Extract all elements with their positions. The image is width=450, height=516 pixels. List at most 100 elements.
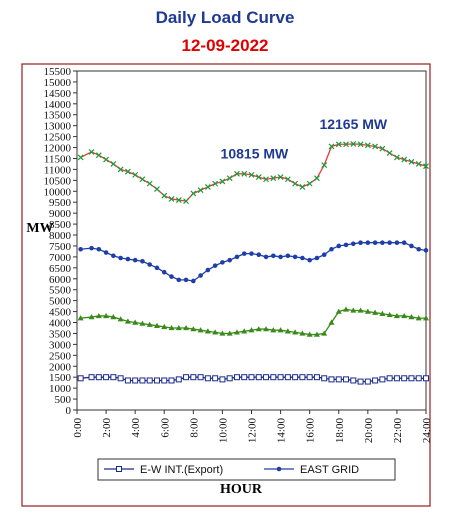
data-point [393, 154, 400, 161]
data-point [146, 321, 153, 327]
data-point [255, 174, 262, 180]
marker-stroke [350, 141, 357, 147]
marker-stroke [263, 176, 269, 183]
x-tick-label: 2:00 [101, 418, 113, 438]
data-point [314, 175, 320, 182]
y-tick-label: 6000 [49, 274, 72, 286]
data-point [313, 374, 320, 381]
data-point [175, 376, 182, 383]
data-point [219, 330, 226, 336]
y-tick-label: 14500 [44, 88, 72, 100]
data-point [350, 141, 357, 147]
y-axis-label: MW [26, 221, 53, 236]
data-point [306, 331, 313, 337]
data-point [255, 326, 262, 332]
legend-marker [276, 466, 282, 472]
data-point [161, 323, 168, 330]
annotations: 10815 MW 12165 MW [221, 116, 388, 162]
data-point [117, 166, 124, 173]
data-point [77, 375, 84, 382]
marker-stroke [139, 176, 146, 183]
data-point [124, 318, 131, 324]
x-tick-label: 16:00 [305, 418, 317, 444]
data-point [299, 183, 306, 190]
data-point [77, 154, 84, 161]
data-point [336, 243, 342, 249]
marker-stroke [110, 161, 117, 167]
data-point [117, 316, 124, 322]
data-point [277, 374, 284, 381]
x-tick-label: 18:00 [334, 418, 346, 444]
data-point [175, 197, 182, 203]
y-tick-label: 8500 [49, 219, 72, 231]
data-point [110, 161, 117, 167]
data-point [124, 168, 131, 175]
y-tick-label: 7000 [49, 252, 72, 264]
marker-stroke [364, 142, 371, 149]
marker-stroke [124, 168, 131, 175]
y-tick-label: 4000 [49, 318, 72, 330]
data-point [233, 329, 240, 335]
data-point [284, 176, 291, 183]
data-point [125, 256, 131, 262]
data-point [357, 378, 364, 385]
data-point [95, 152, 102, 159]
y-tick-label: 5000 [49, 296, 72, 308]
data-point [408, 375, 415, 382]
y-tick-label: 500 [55, 394, 72, 406]
data-point [212, 375, 219, 382]
marker-stroke [343, 141, 349, 148]
data-point [292, 374, 299, 381]
data-point [364, 378, 371, 385]
data-point [256, 252, 262, 258]
data-point [139, 377, 146, 384]
marker-stroke [248, 171, 255, 178]
data-point [220, 260, 225, 265]
data-point [270, 175, 277, 182]
data-point [168, 377, 175, 384]
data-point [103, 374, 110, 381]
data-point [408, 314, 415, 320]
marker-stroke [77, 154, 84, 161]
data-point [154, 186, 160, 193]
marker-stroke [255, 174, 262, 180]
data-point [226, 330, 233, 336]
legend-box [97, 458, 396, 481]
marker-stroke [357, 141, 364, 148]
data-point [168, 324, 175, 331]
legend-label: E-W INT.(Export) [140, 464, 223, 476]
y-tick-label: 1500 [49, 372, 72, 384]
data-point [190, 374, 197, 381]
legend-item: EAST GRID [264, 464, 359, 476]
data-point [372, 240, 378, 245]
data-point [321, 330, 328, 336]
data-point [226, 175, 233, 182]
y-tick-label: 2000 [49, 361, 72, 373]
marker-stroke [277, 174, 284, 180]
data-point [328, 319, 335, 325]
data-point [357, 307, 364, 313]
outer-frame [21, 63, 431, 507]
data-point [343, 376, 350, 383]
data-point [292, 329, 299, 335]
data-point [219, 178, 226, 185]
marker-stroke [219, 178, 226, 185]
data-point [313, 331, 320, 337]
legend-label: EAST GRID [300, 464, 359, 476]
marker-stroke [292, 180, 299, 187]
y-tick-label: 14000 [44, 99, 72, 111]
legend-marker [116, 466, 122, 472]
x-tick-label: 6:00 [159, 418, 171, 438]
data-point [139, 176, 146, 183]
data-point [175, 324, 182, 331]
data-point [183, 198, 189, 205]
marker-stroke [241, 170, 248, 177]
marker-stroke [154, 186, 160, 193]
data-point [306, 374, 313, 381]
data-point [183, 374, 190, 381]
data-point [343, 306, 350, 312]
marker-stroke [284, 176, 291, 183]
data-point [328, 143, 335, 150]
data-point [357, 141, 364, 148]
marker-stroke [328, 143, 335, 150]
